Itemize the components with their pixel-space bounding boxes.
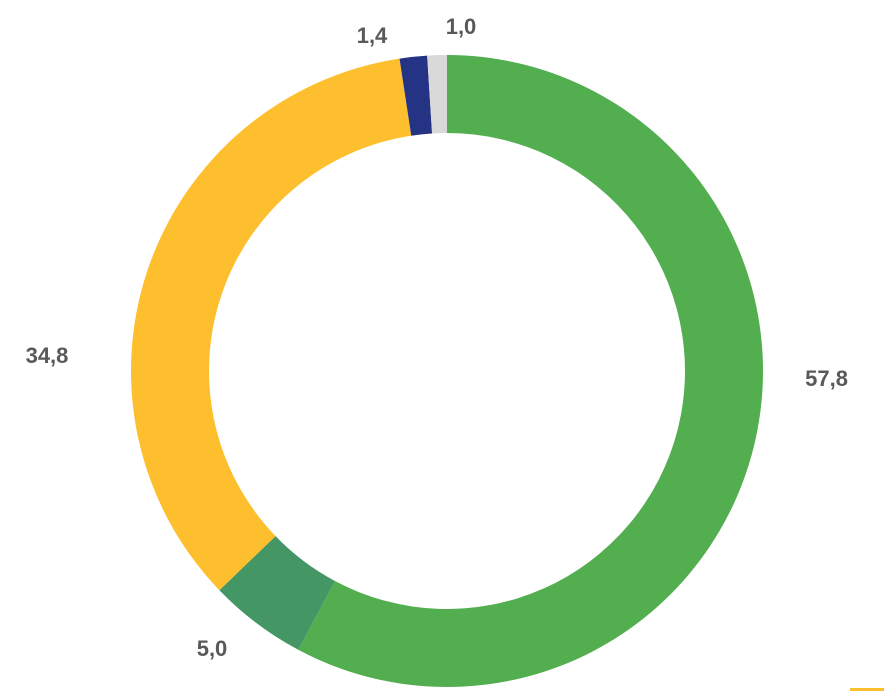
data-label-1-0: 1,0	[446, 14, 477, 39]
slice-1-4	[399, 55, 433, 136]
data-label-5-0: 5,0	[197, 636, 228, 661]
data-label-34-8: 34,8	[26, 343, 69, 368]
slice-57-8	[298, 55, 763, 687]
data-label-1-4: 1,4	[357, 23, 388, 48]
slice-1-0	[427, 55, 447, 134]
data-label-57-8: 57,8	[805, 366, 848, 391]
data-labels: 57,8 5,0 34,8 1,4 1,0	[26, 14, 848, 661]
slice-5-0	[219, 536, 335, 650]
legend-swatch-partial	[850, 688, 884, 691]
donut-slices	[131, 55, 763, 687]
slice-34-8	[131, 58, 412, 591]
